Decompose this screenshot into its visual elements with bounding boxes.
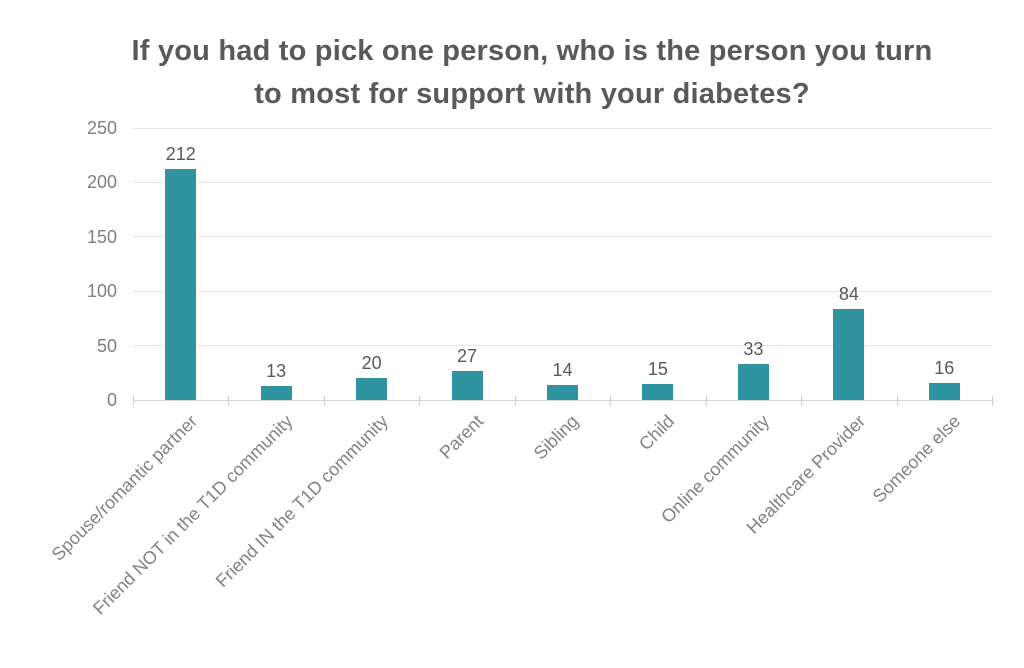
x-axis-tick-mark	[514, 396, 516, 406]
bar	[642, 383, 674, 400]
bar-value-label: 84	[838, 283, 859, 304]
bar-value-label: 14	[552, 359, 573, 380]
bar-value-label: 27	[457, 345, 478, 366]
bar-value-label: 212	[165, 144, 196, 165]
x-axis-tick-mark	[228, 396, 230, 406]
gridline	[133, 181, 992, 183]
x-axis-tick-mark	[323, 396, 325, 406]
x-axis-tick-mark	[419, 396, 421, 406]
bar	[165, 169, 197, 400]
x-axis-line	[133, 399, 992, 401]
chart-title: If you had to pick one person, who is th…	[131, 35, 933, 110]
x-axis-tick-mark	[992, 396, 993, 406]
x-axis-tick-label: Child	[634, 411, 679, 455]
bar	[928, 382, 960, 400]
bar	[737, 364, 769, 400]
x-axis-tick-mark	[896, 396, 898, 406]
y-axis-tick-label: 200	[86, 172, 117, 193]
x-axis-tick-mark	[610, 396, 612, 406]
x-axis-tick-mark	[133, 396, 134, 406]
bar-value-label: 15	[647, 358, 668, 379]
bar	[547, 384, 578, 400]
bar-value-label: 20	[361, 353, 382, 374]
bar-value-label: 33	[743, 339, 764, 360]
x-axis-tick-label: Sibling	[530, 411, 583, 464]
y-axis-tick-label: 0	[106, 390, 117, 410]
bar-value-label: 13	[266, 360, 287, 381]
x-axis-tick-mark	[705, 396, 707, 406]
gridline	[133, 236, 992, 238]
x-axis-tick-label: Parent	[435, 411, 488, 463]
y-axis-tick-label: 50	[96, 335, 117, 356]
bar	[833, 308, 865, 400]
x-axis-tick-mark	[801, 396, 803, 406]
x-axis-tick-label: Someone else	[868, 411, 965, 507]
gridline	[133, 290, 992, 292]
y-axis-tick-label: 250	[86, 118, 117, 138]
bar	[451, 370, 483, 400]
x-axis-tick-label: Friend IN the T1D community	[211, 411, 392, 592]
x-axis-tick-label: Friend NOT in the T1D community	[88, 411, 297, 619]
y-axis-tick-label: 100	[86, 281, 117, 302]
y-axis-tick-label: 150	[86, 226, 117, 247]
bar	[356, 378, 388, 400]
gridline	[133, 127, 992, 129]
gridline	[133, 345, 992, 347]
bar	[260, 385, 292, 400]
bar-value-label: 16	[934, 357, 955, 378]
